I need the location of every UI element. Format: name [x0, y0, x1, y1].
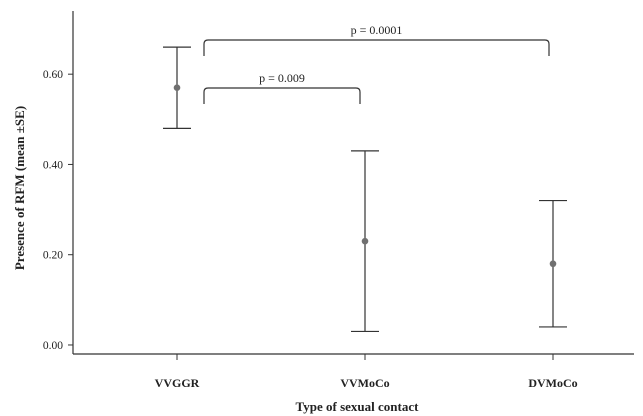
y-tick-label: 0.00 — [43, 340, 63, 352]
y-tick-label: 0.20 — [43, 250, 63, 262]
significance-bracket: p = 0.009 — [203, 71, 361, 104]
x-tick-label: VVMoCo — [340, 376, 389, 390]
y-axis-title: Presence of RFM (mean ±SE) — [12, 106, 27, 270]
y-tick-label: 0.60 — [43, 69, 63, 81]
bracket-line — [203, 87, 361, 104]
x-tick-label: DVMoCo — [528, 376, 577, 390]
y-tick-label: 0.40 — [43, 159, 63, 171]
p-value-label: p = 0.009 — [259, 71, 305, 85]
mean-point — [549, 260, 557, 268]
mean-point — [173, 84, 181, 92]
error-bar — [351, 150, 379, 333]
x-tick-label: VVGGR — [155, 376, 200, 390]
bracket-line — [203, 39, 550, 56]
x-categories: VVGGR VVMoCo DVMoCo — [155, 354, 578, 390]
significance-bracket: p = 0.0001 — [203, 23, 550, 56]
error-bars — [163, 46, 567, 333]
significance-annotations: p = 0.009 p = 0.0001 — [203, 23, 550, 104]
mean-point — [361, 237, 369, 245]
x-axis-title: Type of sexual contact — [296, 399, 420, 414]
error-bar — [539, 199, 567, 328]
axes — [72, 11, 634, 355]
p-value-label: p = 0.0001 — [351, 23, 403, 37]
y-ticks: 0.00 0.20 0.40 0.60 — [43, 69, 73, 352]
error-bar — [163, 46, 191, 129]
